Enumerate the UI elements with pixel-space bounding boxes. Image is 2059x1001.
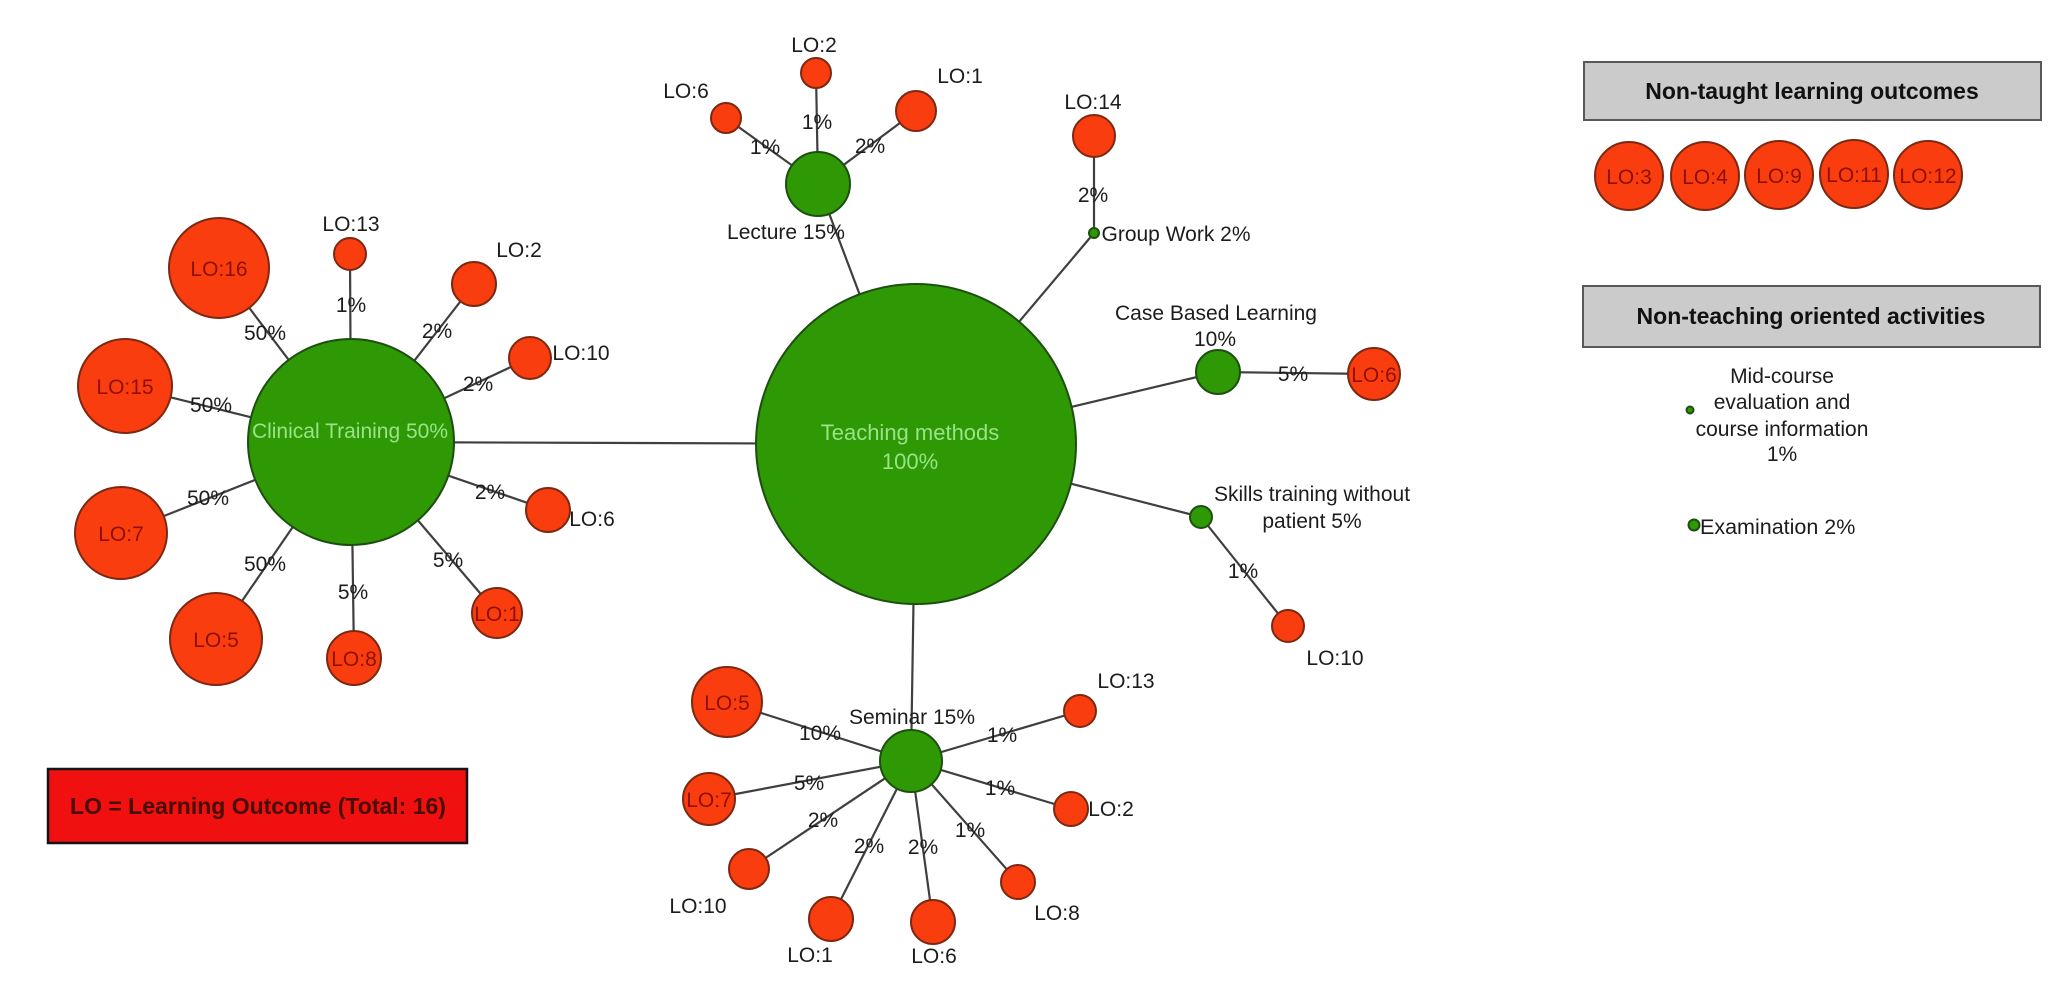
svg-text:LO:9: LO:9 — [1756, 165, 1802, 188]
svg-text:1%: 1% — [1228, 560, 1258, 583]
svg-text:2%: 2% — [463, 373, 493, 396]
svg-text:LO:10: LO:10 — [1306, 647, 1363, 670]
svg-text:LO:15: LO:15 — [96, 376, 153, 399]
svg-text:LO:1: LO:1 — [937, 65, 983, 88]
svg-text:LO:13: LO:13 — [1097, 670, 1154, 693]
svg-text:LO:2: LO:2 — [1088, 798, 1134, 821]
svg-text:LO:3: LO:3 — [1606, 166, 1652, 189]
svg-text:5%: 5% — [1278, 363, 1308, 386]
svg-text:Mid-course: Mid-course — [1730, 365, 1834, 388]
svg-text:Teaching methods: Teaching methods — [821, 420, 1000, 445]
svg-text:50%: 50% — [244, 553, 286, 576]
svg-text:Non-teaching oriented activiti: Non-teaching oriented activities — [1637, 303, 1986, 329]
svg-text:2%: 2% — [854, 835, 884, 858]
svg-text:LO:6: LO:6 — [569, 508, 615, 531]
svg-text:Clinical Training 50%: Clinical Training 50% — [252, 420, 448, 443]
svg-text:5%: 5% — [433, 549, 463, 572]
svg-text:LO:5: LO:5 — [193, 629, 239, 652]
svg-text:LO:16: LO:16 — [190, 258, 247, 281]
svg-text:2%: 2% — [422, 320, 452, 343]
svg-text:LO:7: LO:7 — [98, 523, 144, 546]
svg-text:LO:6: LO:6 — [1351, 364, 1397, 387]
svg-text:50%: 50% — [187, 487, 229, 510]
svg-text:patient 5%: patient 5% — [1262, 510, 1361, 533]
svg-text:LO = Learning Outcome (Total:: LO = Learning Outcome (Total: 16) — [70, 793, 446, 819]
svg-text:Examination 2%: Examination 2% — [1700, 515, 1855, 539]
svg-text:Skills training without: Skills training without — [1214, 483, 1410, 506]
svg-text:Non-taught learning outcomes: Non-taught learning outcomes — [1645, 78, 1979, 104]
svg-text:LO:8: LO:8 — [1034, 902, 1080, 925]
svg-text:LO:11: LO:11 — [1826, 164, 1882, 187]
svg-text:LO:10: LO:10 — [669, 895, 726, 918]
svg-text:LO:10: LO:10 — [552, 342, 609, 365]
svg-text:LO:6: LO:6 — [663, 80, 709, 103]
svg-text:Seminar 15%: Seminar 15% — [849, 706, 975, 729]
svg-text:1%: 1% — [955, 819, 985, 842]
svg-text:LO:8: LO:8 — [331, 648, 377, 671]
svg-text:1%: 1% — [802, 111, 832, 134]
svg-text:LO:1: LO:1 — [474, 603, 520, 626]
svg-text:1%: 1% — [1767, 443, 1797, 466]
svg-text:LO:14: LO:14 — [1064, 91, 1122, 114]
svg-text:2%: 2% — [855, 135, 885, 158]
svg-text:1%: 1% — [750, 136, 780, 159]
svg-text:LO:13: LO:13 — [322, 213, 379, 236]
svg-text:LO:2: LO:2 — [496, 239, 542, 262]
svg-text:10%: 10% — [799, 722, 841, 745]
svg-text:10%: 10% — [1194, 328, 1236, 351]
svg-text:2%: 2% — [475, 481, 505, 504]
svg-text:5%: 5% — [794, 772, 824, 795]
svg-text:2%: 2% — [908, 836, 938, 859]
svg-text:100%: 100% — [882, 449, 938, 474]
svg-text:5%: 5% — [338, 581, 368, 604]
svg-text:Lecture 15%: Lecture 15% — [727, 221, 845, 244]
svg-text:1%: 1% — [985, 777, 1015, 800]
svg-text:1%: 1% — [336, 294, 366, 317]
svg-text:50%: 50% — [244, 322, 286, 345]
svg-text:LO:7: LO:7 — [686, 789, 732, 812]
svg-text:LO:2: LO:2 — [791, 34, 837, 57]
svg-text:evaluation and: evaluation and — [1714, 391, 1851, 414]
svg-text:LO:6: LO:6 — [911, 945, 957, 968]
svg-text:LO:1: LO:1 — [787, 944, 833, 967]
svg-text:1%: 1% — [987, 724, 1017, 747]
svg-text:Group Work 2%: Group Work 2% — [1102, 223, 1251, 246]
svg-text:50%: 50% — [190, 394, 232, 417]
svg-text:LO:5: LO:5 — [704, 692, 750, 715]
svg-text:Case Based Learning: Case Based Learning — [1115, 302, 1317, 325]
svg-text:LO:12: LO:12 — [1899, 165, 1956, 188]
svg-text:course information: course information — [1696, 418, 1869, 441]
svg-text:2%: 2% — [808, 809, 838, 832]
svg-text:2%: 2% — [1078, 184, 1108, 207]
svg-text:LO:4: LO:4 — [1682, 166, 1728, 189]
